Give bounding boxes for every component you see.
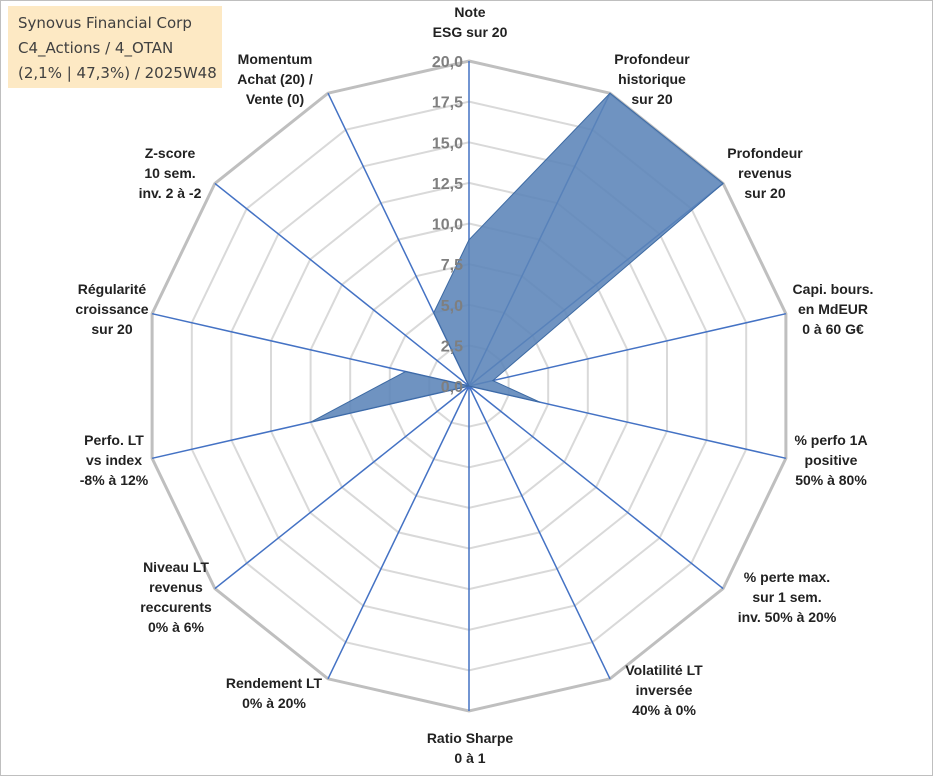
axis-label: Capi. bours. en MdEUR 0 à 60 G€ bbox=[793, 279, 874, 339]
axis-label-line: % perfo 1A bbox=[794, 432, 868, 448]
tick-label: 0,0 bbox=[441, 379, 463, 396]
axis-label-line: revenus bbox=[149, 579, 203, 595]
axis-label-line: sur 20 bbox=[91, 321, 133, 337]
info-box: Synovus Financial Corp C4_Actions / 4_OT… bbox=[8, 6, 222, 88]
axis-label-line: Z-score bbox=[144, 145, 196, 161]
tick-label: 7,5 bbox=[441, 257, 463, 274]
axis-label: Niveau LT revenus reccurents 0% à 6% bbox=[140, 557, 212, 637]
axis-label-line: reccurents bbox=[140, 599, 212, 615]
tick-label: 12,5 bbox=[432, 176, 463, 193]
axis-label-line: 0% à 20% bbox=[242, 695, 306, 711]
axis-label: Momentum Achat (20) / Vente (0) bbox=[237, 49, 312, 109]
tick-label: 10,0 bbox=[432, 217, 463, 234]
axis-label-line: Perfo. LT bbox=[84, 432, 144, 448]
axis-label-line: positive bbox=[804, 452, 858, 468]
axis-label-line: historique bbox=[618, 71, 686, 87]
axis-spoke bbox=[468, 312, 787, 387]
axis-label-line: 50% à 80% bbox=[795, 472, 867, 488]
axis-label: Volatilité LT inversée 40% à 0% bbox=[625, 660, 702, 720]
axis-label-line: Achat (20) / bbox=[237, 71, 313, 87]
axis-label-line: Régularité bbox=[77, 281, 147, 297]
axis-label-line: sur 1 sem. bbox=[752, 589, 822, 605]
axis-label-line: en MdEUR bbox=[798, 301, 868, 317]
axis-spoke bbox=[214, 385, 470, 590]
company-name: Synovus Financial Corp bbox=[18, 14, 192, 32]
axis-label-line: 0 à 60 G€ bbox=[802, 321, 864, 337]
axis-label: Ratio Sharpe 0 à 1 bbox=[427, 728, 513, 768]
axis-label-line: Profondeur bbox=[727, 145, 803, 161]
axis-label-line: Momentum bbox=[237, 51, 313, 67]
axis-label: Profondeur revenus sur 20 bbox=[727, 143, 802, 203]
axis-label-line: Note bbox=[454, 4, 486, 20]
axis-label: % perte max. sur 1 sem. inv. 50% à 20% bbox=[738, 567, 837, 627]
axis-label-line: Capi. bours. bbox=[792, 281, 874, 297]
tick-label: 17,5 bbox=[432, 95, 463, 112]
tick-label: 20,0 bbox=[432, 54, 463, 71]
axis-label-line: Volatilité LT bbox=[625, 662, 703, 678]
axis-label: % perfo 1A positive 50% à 80% bbox=[794, 430, 867, 490]
axis-label-line: inversée bbox=[635, 682, 693, 698]
axis-spoke bbox=[468, 385, 611, 680]
portfolio-stats: (2,1% | 47,3%) / 2025W48 bbox=[18, 64, 217, 82]
axis-label-line: revenus bbox=[738, 165, 792, 181]
portfolio-name: C4_Actions / 4_OTAN bbox=[18, 39, 174, 57]
axis-spoke bbox=[327, 385, 470, 680]
axis-label: Z-score 10 sem. inv. 2 à -2 bbox=[139, 143, 202, 203]
tick-label: 5,0 bbox=[441, 298, 463, 315]
axis-label-line: 0 à 1 bbox=[454, 750, 486, 766]
axis-label-line: Vente (0) bbox=[245, 91, 305, 107]
series-area bbox=[310, 92, 724, 423]
axis-label: Rendement LT 0% à 20% bbox=[226, 673, 322, 713]
axis-label-line: Ratio Sharpe bbox=[426, 730, 514, 746]
axis-label-line: 0% à 6% bbox=[147, 619, 205, 635]
axis-label-line: Rendement LT bbox=[225, 675, 323, 691]
axis-label-line: inv. 50% à 20% bbox=[737, 609, 837, 625]
tick-label: 2,5 bbox=[441, 338, 463, 355]
axis-label-line: vs index bbox=[85, 452, 143, 468]
axis-label-line: 10 sem. bbox=[144, 165, 196, 181]
axis-label: Perfo. LT vs index -8% à 12% bbox=[80, 430, 148, 490]
axis-label-line: sur 20 bbox=[631, 91, 673, 107]
axis-label-line: inv. 2 à -2 bbox=[138, 185, 202, 201]
axis-spoke bbox=[214, 182, 470, 387]
axis-label-line: Niveau LT bbox=[143, 559, 209, 575]
axis-label-line: 40% à 0% bbox=[632, 702, 696, 718]
axis-label: Régularité croissance sur 20 bbox=[75, 279, 148, 339]
axis-label-line: sur 20 bbox=[744, 185, 786, 201]
axis-label: Profondeur historique sur 20 bbox=[614, 49, 689, 109]
axis-label-line: croissance bbox=[75, 301, 149, 317]
axis-label: Note ESG sur 20 bbox=[433, 2, 508, 42]
axis-label-line: % perte max. bbox=[743, 569, 831, 585]
axis-label-line: -8% à 12% bbox=[79, 472, 149, 488]
axis-label-line: Profondeur bbox=[614, 51, 690, 67]
tick-label: 15,0 bbox=[432, 135, 463, 152]
axis-spoke bbox=[468, 385, 724, 590]
axis-label-line: ESG sur 20 bbox=[432, 24, 508, 40]
